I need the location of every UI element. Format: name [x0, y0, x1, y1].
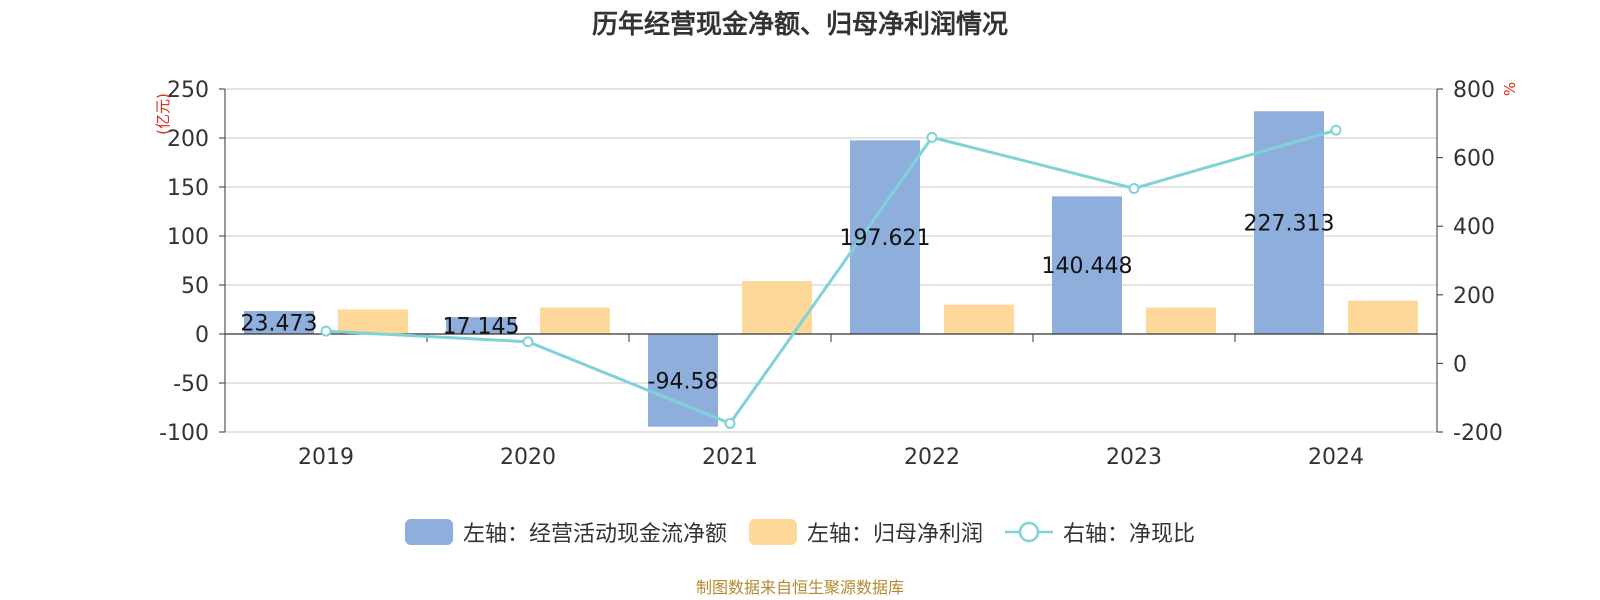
ratio-line-path — [325, 128, 1337, 426]
legend-item-ratio[interactable]: 右轴：净现比 — [1005, 516, 1195, 548]
left-axis-tick-label: 100 — [167, 225, 209, 250]
right-axis-tick-label: 400 — [1453, 215, 1495, 240]
legend: 左轴：经营活动现金流净额 左轴：归母净利润 右轴：净现比 — [0, 516, 1600, 548]
data-label-cashflow-2022: 197.621 — [840, 226, 931, 251]
right-axis-unit: % — [1501, 82, 1519, 96]
left-axis-tick-label: -50 — [173, 372, 209, 397]
ratio-line — [320, 124, 1342, 429]
x-axis-tick-label: 2021 — [702, 445, 758, 470]
right-axis-tick-label: 800 — [1453, 78, 1495, 103]
data-label-cashflow-2021: -94.58 — [648, 369, 719, 394]
bar-net-profit-2023 — [1146, 307, 1216, 334]
x-axis-tick-label: 2023 — [1106, 445, 1162, 470]
bar-cashflow-2021 — [648, 334, 718, 427]
ratio-point-2022 — [926, 131, 938, 143]
axes: -100 -50 0 50 100 150 200 250 -200 0 200 400 600 800 (… — [154, 78, 1519, 470]
x-axis-tick-label: 2020 — [500, 445, 556, 470]
legend-label-net-profit: 左轴：归母净利润 — [806, 522, 983, 547]
legend-swatch-net-profit — [748, 519, 797, 545]
grid-lines — [225, 88, 1437, 433]
legend-label-ratio: 右轴：净现比 — [1063, 522, 1196, 547]
legend-item-cashflow[interactable]: 左轴：经营活动现金流净额 — [404, 516, 727, 548]
left-axis-tick-label: 50 — [181, 274, 209, 299]
legend-swatch-cashflow — [404, 519, 453, 545]
right-axis-tick-label: -200 — [1453, 421, 1503, 446]
legend-item-net-profit[interactable]: 左轴：归母净利润 — [748, 516, 983, 548]
x-axis-tick-label: 2024 — [1308, 445, 1364, 470]
bar-net-profit-2020 — [540, 307, 610, 334]
legend-label-cashflow: 左轴：经营活动现金流净额 — [462, 522, 727, 547]
bar-cashflow-2019 — [244, 310, 314, 334]
bar-marks — [244, 111, 1418, 427]
right-axis-tick-label: 200 — [1453, 284, 1495, 309]
bar-cashflow-2020 — [446, 317, 516, 334]
bar-net-profit-2021 — [742, 281, 812, 334]
data-labels: 23.473 17.145 -94.58 197.621 140.448 227.313 — [241, 212, 1335, 395]
bar-net-profit-2022 — [944, 304, 1014, 334]
left-axis-tick-label: 150 — [167, 176, 209, 201]
source-note: 制图数据来自恒生聚源数据库 — [695, 578, 904, 597]
x-axis-tick-label: 2019 — [298, 445, 354, 470]
left-axis-unit: (亿元) — [154, 93, 172, 135]
left-axis-tick-label: 250 — [167, 78, 209, 103]
bar-net-profit-2024 — [1348, 300, 1418, 334]
legend-line-circle-icon — [1005, 521, 1053, 543]
data-label-cashflow-2019: 23.473 — [241, 311, 318, 336]
bar-cashflow-2023 — [1052, 196, 1122, 334]
ratio-point-2023 — [1128, 182, 1140, 194]
data-label-cashflow-2023: 140.448 — [1042, 254, 1133, 279]
bar-net-profit-2019 — [338, 309, 408, 334]
ratio-point-2024 — [1330, 124, 1342, 136]
ratio-point-2021 — [724, 417, 736, 429]
ratio-point-2020 — [522, 336, 534, 348]
left-axis-tick-label: -100 — [159, 421, 209, 446]
ratio-point-2019 — [320, 325, 332, 337]
right-axis-tick-label: 0 — [1453, 352, 1467, 377]
bar-cashflow-2024 — [1254, 111, 1324, 334]
x-axis-tick-label: 2022 — [904, 445, 960, 470]
chart-title: 历年经营现金净额、归母净利润情况 — [591, 10, 1008, 40]
left-axis-tick-label: 200 — [167, 127, 209, 152]
left-axis-tick-label: 0 — [195, 323, 209, 348]
right-axis-tick-label: 600 — [1453, 147, 1495, 172]
data-label-cashflow-2024: 227.313 — [1244, 212, 1335, 237]
data-label-cashflow-2020: 17.145 — [443, 315, 520, 340]
